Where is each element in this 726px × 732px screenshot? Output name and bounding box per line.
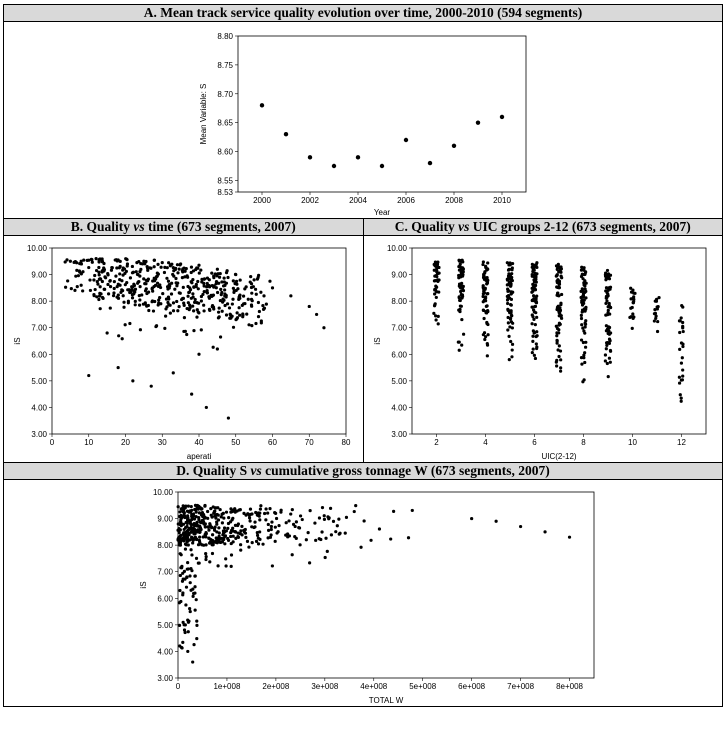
svg-text:6: 6 xyxy=(532,438,537,447)
panel-a-chart: 2000 2002 2004 2006 2008 2010 8.53 8.55 8.60 8.65… xyxy=(4,22,722,218)
svg-text:20: 20 xyxy=(121,438,130,447)
panel-d-title-ital: vs xyxy=(251,463,262,478)
svg-text:60: 60 xyxy=(268,438,277,447)
svg-text:TOTAL W: TOTAL W xyxy=(369,696,404,705)
svg-text:2: 2 xyxy=(434,438,439,447)
svg-text:4e+008: 4e+008 xyxy=(360,682,387,691)
svg-text:2006: 2006 xyxy=(397,196,415,205)
svg-text:6.00: 6.00 xyxy=(31,350,47,359)
svg-text:9.00: 9.00 xyxy=(31,271,47,280)
panel-c-header: C. Quality vs UIC groups 2-12 (673 segme… xyxy=(363,219,723,236)
panel-d-header: D. Quality S vs cumulative gross tonnage… xyxy=(4,463,723,480)
svg-text:8.00: 8.00 xyxy=(391,297,407,306)
panel-c-title-pre: C. Quality xyxy=(395,219,458,234)
svg-text:12: 12 xyxy=(677,438,686,447)
svg-text:2004: 2004 xyxy=(349,196,367,205)
svg-text:80: 80 xyxy=(342,438,351,447)
svg-text:7.00: 7.00 xyxy=(31,324,47,333)
svg-text:UIC(2-12): UIC(2-12) xyxy=(541,452,576,461)
svg-text:8.53: 8.53 xyxy=(217,188,233,197)
svg-text:8.65: 8.65 xyxy=(217,119,233,128)
panel-a-header: A. Mean track service quality evolution … xyxy=(4,5,723,22)
svg-text:Mean Variable: S: Mean Variable: S xyxy=(199,84,208,145)
svg-text:8e+008: 8e+008 xyxy=(556,682,583,691)
svg-text:50: 50 xyxy=(231,438,240,447)
svg-text:6e+008: 6e+008 xyxy=(458,682,485,691)
panel-b-title-ital: vs xyxy=(133,219,144,234)
panel-a-cell: 2000 2002 2004 2006 2008 2010 8.53 8.55 8.60 8.65… xyxy=(4,22,723,219)
svg-text:8: 8 xyxy=(581,438,586,447)
svg-text:6.00: 6.00 xyxy=(157,594,173,603)
svg-text:2010: 2010 xyxy=(493,196,511,205)
svg-text:3.00: 3.00 xyxy=(391,430,407,439)
svg-text:8.60: 8.60 xyxy=(217,148,233,157)
svg-text:Year: Year xyxy=(374,208,391,217)
panel-a-title: A. Mean track service quality evolution … xyxy=(144,5,582,20)
svg-text:0: 0 xyxy=(176,682,181,691)
svg-text:3e+008: 3e+008 xyxy=(311,682,338,691)
panel-d-chart: 0 1e+008 2e+008 3e+008 4e+008 5e+008 6e+008 7e+… xyxy=(4,480,722,706)
svg-text:2002: 2002 xyxy=(301,196,319,205)
svg-text:8.70: 8.70 xyxy=(217,90,233,99)
panel-c-cell: 2 4 6 8 10 12 3.00 4.00 5.00 6.00 7.00 8.00 9.00 10.0… xyxy=(363,236,723,463)
svg-text:4.00: 4.00 xyxy=(157,647,173,656)
svg-text:9.00: 9.00 xyxy=(157,515,173,524)
svg-text:3.00: 3.00 xyxy=(157,674,173,683)
svg-text:10: 10 xyxy=(84,438,93,447)
svg-text:9.00: 9.00 xyxy=(391,271,407,280)
svg-text:iS: iS xyxy=(373,337,382,344)
svg-text:6.00: 6.00 xyxy=(391,350,407,359)
svg-text:iS: iS xyxy=(13,337,22,344)
svg-text:10.00: 10.00 xyxy=(153,488,174,497)
panel-b-cell: 0 10 20 30 40 50 60 70 80 3.00 4.00 5.00 6.00 7.00 8.0… xyxy=(4,236,364,463)
panel-b-header: B. Quality vs time (673 segments, 2007) xyxy=(4,219,364,236)
panel-b-chart: 0 10 20 30 40 50 60 70 80 3.00 4.00 5.00 6.00 7.00 8.0… xyxy=(4,236,362,462)
svg-text:7e+008: 7e+008 xyxy=(507,682,534,691)
svg-text:10.00: 10.00 xyxy=(27,244,48,253)
svg-text:2000: 2000 xyxy=(253,196,271,205)
svg-text:0: 0 xyxy=(50,438,55,447)
svg-text:8.80: 8.80 xyxy=(217,32,233,41)
svg-text:1e+008: 1e+008 xyxy=(213,682,240,691)
svg-text:8.00: 8.00 xyxy=(157,541,173,550)
svg-text:5.00: 5.00 xyxy=(391,377,407,386)
svg-text:5.00: 5.00 xyxy=(31,377,47,386)
svg-text:2e+008: 2e+008 xyxy=(262,682,289,691)
panel-c-title-post: UIC groups 2-12 (673 segments, 2007) xyxy=(469,219,690,234)
svg-text:5e+008: 5e+008 xyxy=(409,682,436,691)
svg-text:30: 30 xyxy=(158,438,167,447)
panel-c-chart: 2 4 6 8 10 12 3.00 4.00 5.00 6.00 7.00 8.00 9.00 10.0… xyxy=(364,236,722,462)
figure-table: A. Mean track service quality evolution … xyxy=(3,4,723,707)
svg-text:40: 40 xyxy=(195,438,204,447)
svg-text:10: 10 xyxy=(628,438,637,447)
svg-text:3.00: 3.00 xyxy=(31,430,47,439)
panel-d-title-pre: D. Quality S xyxy=(176,463,250,478)
svg-text:4.00: 4.00 xyxy=(31,403,47,412)
svg-text:2008: 2008 xyxy=(445,196,463,205)
svg-text:10.00: 10.00 xyxy=(386,244,407,253)
svg-text:70: 70 xyxy=(305,438,314,447)
svg-text:aperati: aperati xyxy=(187,452,212,461)
panel-d-cell: 0 1e+008 2e+008 3e+008 4e+008 5e+008 6e+008 7e+… xyxy=(4,480,723,707)
svg-text:5.00: 5.00 xyxy=(157,621,173,630)
panel-c-title-ital: vs xyxy=(458,219,469,234)
svg-text:7.00: 7.00 xyxy=(157,568,173,577)
panel-b-title-pre: B. Quality xyxy=(71,219,134,234)
svg-text:iS: iS xyxy=(139,581,148,588)
svg-text:8.75: 8.75 xyxy=(217,61,233,70)
svg-text:8.55: 8.55 xyxy=(217,176,233,185)
svg-text:7.00: 7.00 xyxy=(391,324,407,333)
panel-d-title-post: cumulative gross tonnage W (673 segments… xyxy=(262,463,550,478)
panel-b-title-post: time (673 segments, 2007) xyxy=(145,219,296,234)
svg-text:8.00: 8.00 xyxy=(31,297,47,306)
svg-text:4.00: 4.00 xyxy=(391,403,407,412)
svg-text:4: 4 xyxy=(483,438,488,447)
